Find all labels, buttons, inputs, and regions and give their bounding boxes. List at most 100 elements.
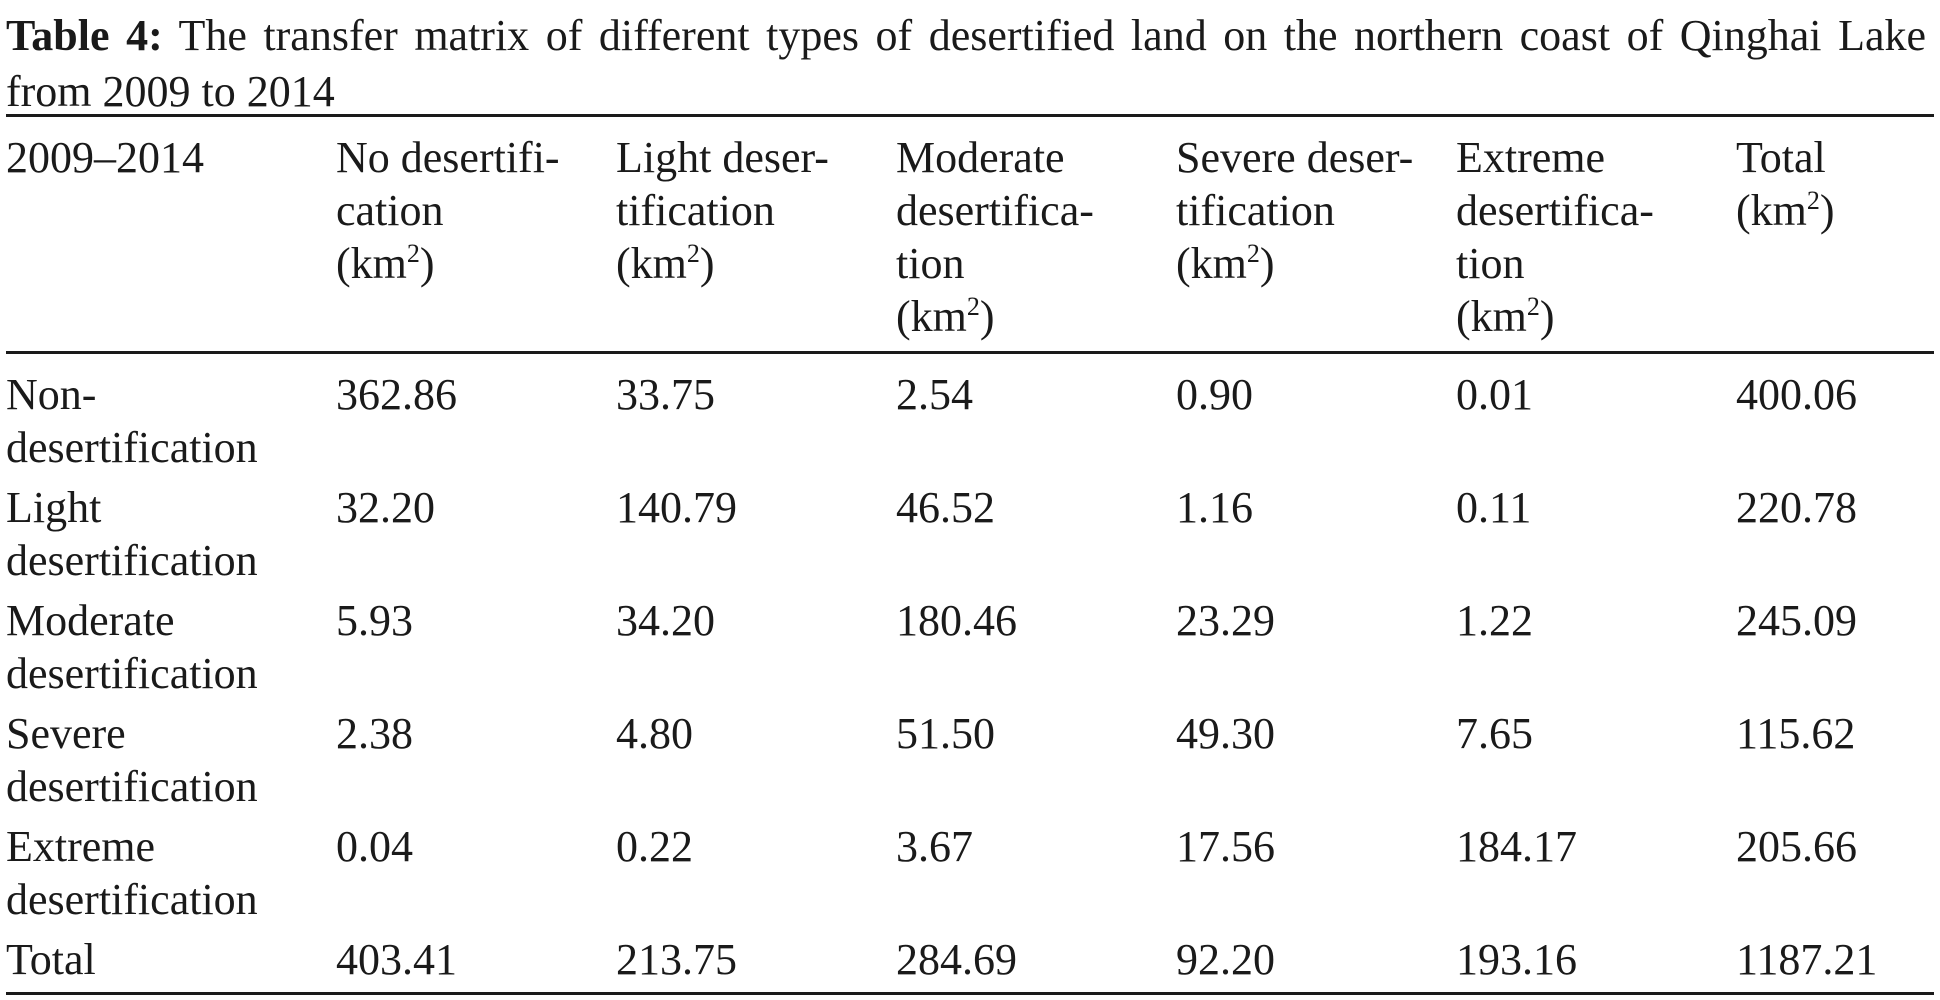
unit-text: (km (896, 292, 967, 341)
table-cell: 4.80 (616, 709, 693, 758)
transfer-matrix-table: 2009–2014 No desertifi-cation (km2) Light… (6, 114, 1934, 995)
row-label: Light desertification (6, 481, 336, 594)
column-header: Light deser-tification (km2) (616, 116, 896, 353)
table-cell: 3.67 (896, 822, 973, 871)
unit-superscript: 2 (686, 239, 700, 268)
column-header: No desertifi-cation (km2) (336, 116, 616, 353)
column-header-line: cation (336, 186, 444, 235)
row-label-line: Moderate (6, 596, 175, 645)
row-label: Severe desertification (6, 707, 336, 820)
table-cell: 213.75 (616, 935, 737, 984)
unit-text: (km (1176, 239, 1247, 288)
table-cell: 46.52 (896, 483, 995, 532)
table-row: Non-desertification 362.86 33.75 2.54 0.90 0.… (6, 353, 1934, 482)
table-cell: 49.30 (1176, 709, 1275, 758)
table-cell: 51.50 (896, 709, 995, 758)
table-cell: 1.22 (1456, 596, 1533, 645)
table-cell: 1187.21 (1736, 935, 1878, 984)
column-header: Extreme desertifica-tion (km2) (1456, 116, 1736, 353)
table-cell: 245.09 (1736, 596, 1857, 645)
column-header-line: tion (896, 239, 965, 288)
column-unit: (km2) (1456, 290, 1728, 343)
table-row: Total 403.41 213.75 284.69 92.20 193.16 1187.2… (6, 933, 1934, 994)
row-label-line: Extreme (6, 822, 156, 871)
row-label: Total (6, 933, 336, 994)
table-row: Light desertification 32.20 140.79 46.52 1.16… (6, 481, 1934, 594)
column-unit: (km2) (336, 237, 608, 290)
caption-text: The transfer matrix of different types o… (6, 11, 1927, 116)
row-label-line: Total (6, 935, 96, 984)
column-header-line: desertifica- (1456, 186, 1654, 235)
column-header-line: Moderate (896, 133, 1065, 182)
unit-close: ) (1819, 186, 1835, 235)
table-cell: 17.56 (1176, 822, 1275, 871)
table-row: Moderate desertification 5.93 34.20 180.46 23… (6, 594, 1934, 707)
unit-close: ) (1539, 292, 1555, 341)
row-label-line: desertification (6, 875, 258, 924)
column-header-line: Extreme (1456, 133, 1606, 182)
column-header-line: No desertifi- (336, 133, 560, 182)
table-cell: 115.62 (1736, 709, 1856, 758)
row-label-line: Light (6, 483, 102, 532)
unit-text: (km (1736, 186, 1807, 235)
table-row: Extreme desertification 0.04 0.22 3.67 17.56 1… (6, 820, 1934, 933)
table-cell: 0.01 (1456, 370, 1533, 419)
row-label: Moderate desertification (6, 594, 336, 707)
unit-text: (km (336, 239, 407, 288)
column-header-line: tion (1456, 239, 1525, 288)
row-label-line: Non- (6, 370, 97, 419)
column-header-line: Total (1736, 133, 1826, 182)
unit-close: ) (979, 292, 995, 341)
row-label-line: Severe (6, 709, 126, 758)
table-cell: 400.06 (1736, 370, 1857, 419)
table-cell: 140.79 (616, 483, 737, 532)
unit-text: (km (1456, 292, 1527, 341)
column-unit: (km2) (896, 290, 1168, 343)
column-header: Total (km2) (1736, 116, 1934, 353)
unit-close: ) (1259, 239, 1275, 288)
column-header-line: tification (1176, 186, 1335, 235)
table-cell: 205.66 (1736, 822, 1857, 871)
column-header-line: Severe deser- (1176, 133, 1414, 182)
table-cell: 403.41 (336, 935, 457, 984)
table-cell: 92.20 (1176, 935, 1275, 984)
table-cell: 2.54 (896, 370, 973, 419)
table-cell: 7.65 (1456, 709, 1533, 758)
column-unit: (km2) (616, 237, 888, 290)
unit-superscript: 2 (1526, 292, 1540, 321)
unit-superscript: 2 (406, 239, 420, 268)
row-label: Non-desertification (6, 353, 336, 482)
table-cell: 220.78 (1736, 483, 1857, 532)
table-body: Non-desertification 362.86 33.75 2.54 0.90 0.… (6, 353, 1934, 994)
table-cell: 193.16 (1456, 935, 1577, 984)
header-corner: 2009–2014 (6, 133, 204, 182)
row-label-line: desertification (6, 649, 258, 698)
column-header-line: Light deser- (616, 133, 829, 182)
table-cell: 362.86 (336, 370, 457, 419)
unit-text: (km (616, 239, 687, 288)
table-caption: Table 4: The transfer matrix of differen… (6, 8, 1926, 120)
column-header: Severe deser-tification (km2) (1176, 116, 1456, 353)
column-header-line: tification (616, 186, 775, 235)
unit-superscript: 2 (1806, 186, 1820, 215)
unit-close: ) (419, 239, 435, 288)
column-header: Moderate desertifica-tion (km2) (896, 116, 1176, 353)
row-label-line: desertification (6, 536, 258, 585)
table-cell: 0.11 (1456, 483, 1532, 532)
table-cell: 5.93 (336, 596, 413, 645)
table-cell: 0.90 (1176, 370, 1253, 419)
row-label-line: desertification (6, 762, 258, 811)
header-row: 2009–2014 No desertifi-cation (km2) Light… (6, 116, 1934, 353)
table-cell: 0.04 (336, 822, 413, 871)
table-cell: 2.38 (336, 709, 413, 758)
table-cell: 23.29 (1176, 596, 1275, 645)
column-header-line: desertifica- (896, 186, 1094, 235)
table-cell: 0.22 (616, 822, 693, 871)
column-unit: (km2) (1736, 184, 1926, 237)
column-unit: (km2) (1176, 237, 1448, 290)
table-cell: 34.20 (616, 596, 715, 645)
row-label: Extreme desertification (6, 820, 336, 933)
unit-superscript: 2 (1246, 239, 1260, 268)
caption-label: Table 4: (6, 11, 163, 60)
